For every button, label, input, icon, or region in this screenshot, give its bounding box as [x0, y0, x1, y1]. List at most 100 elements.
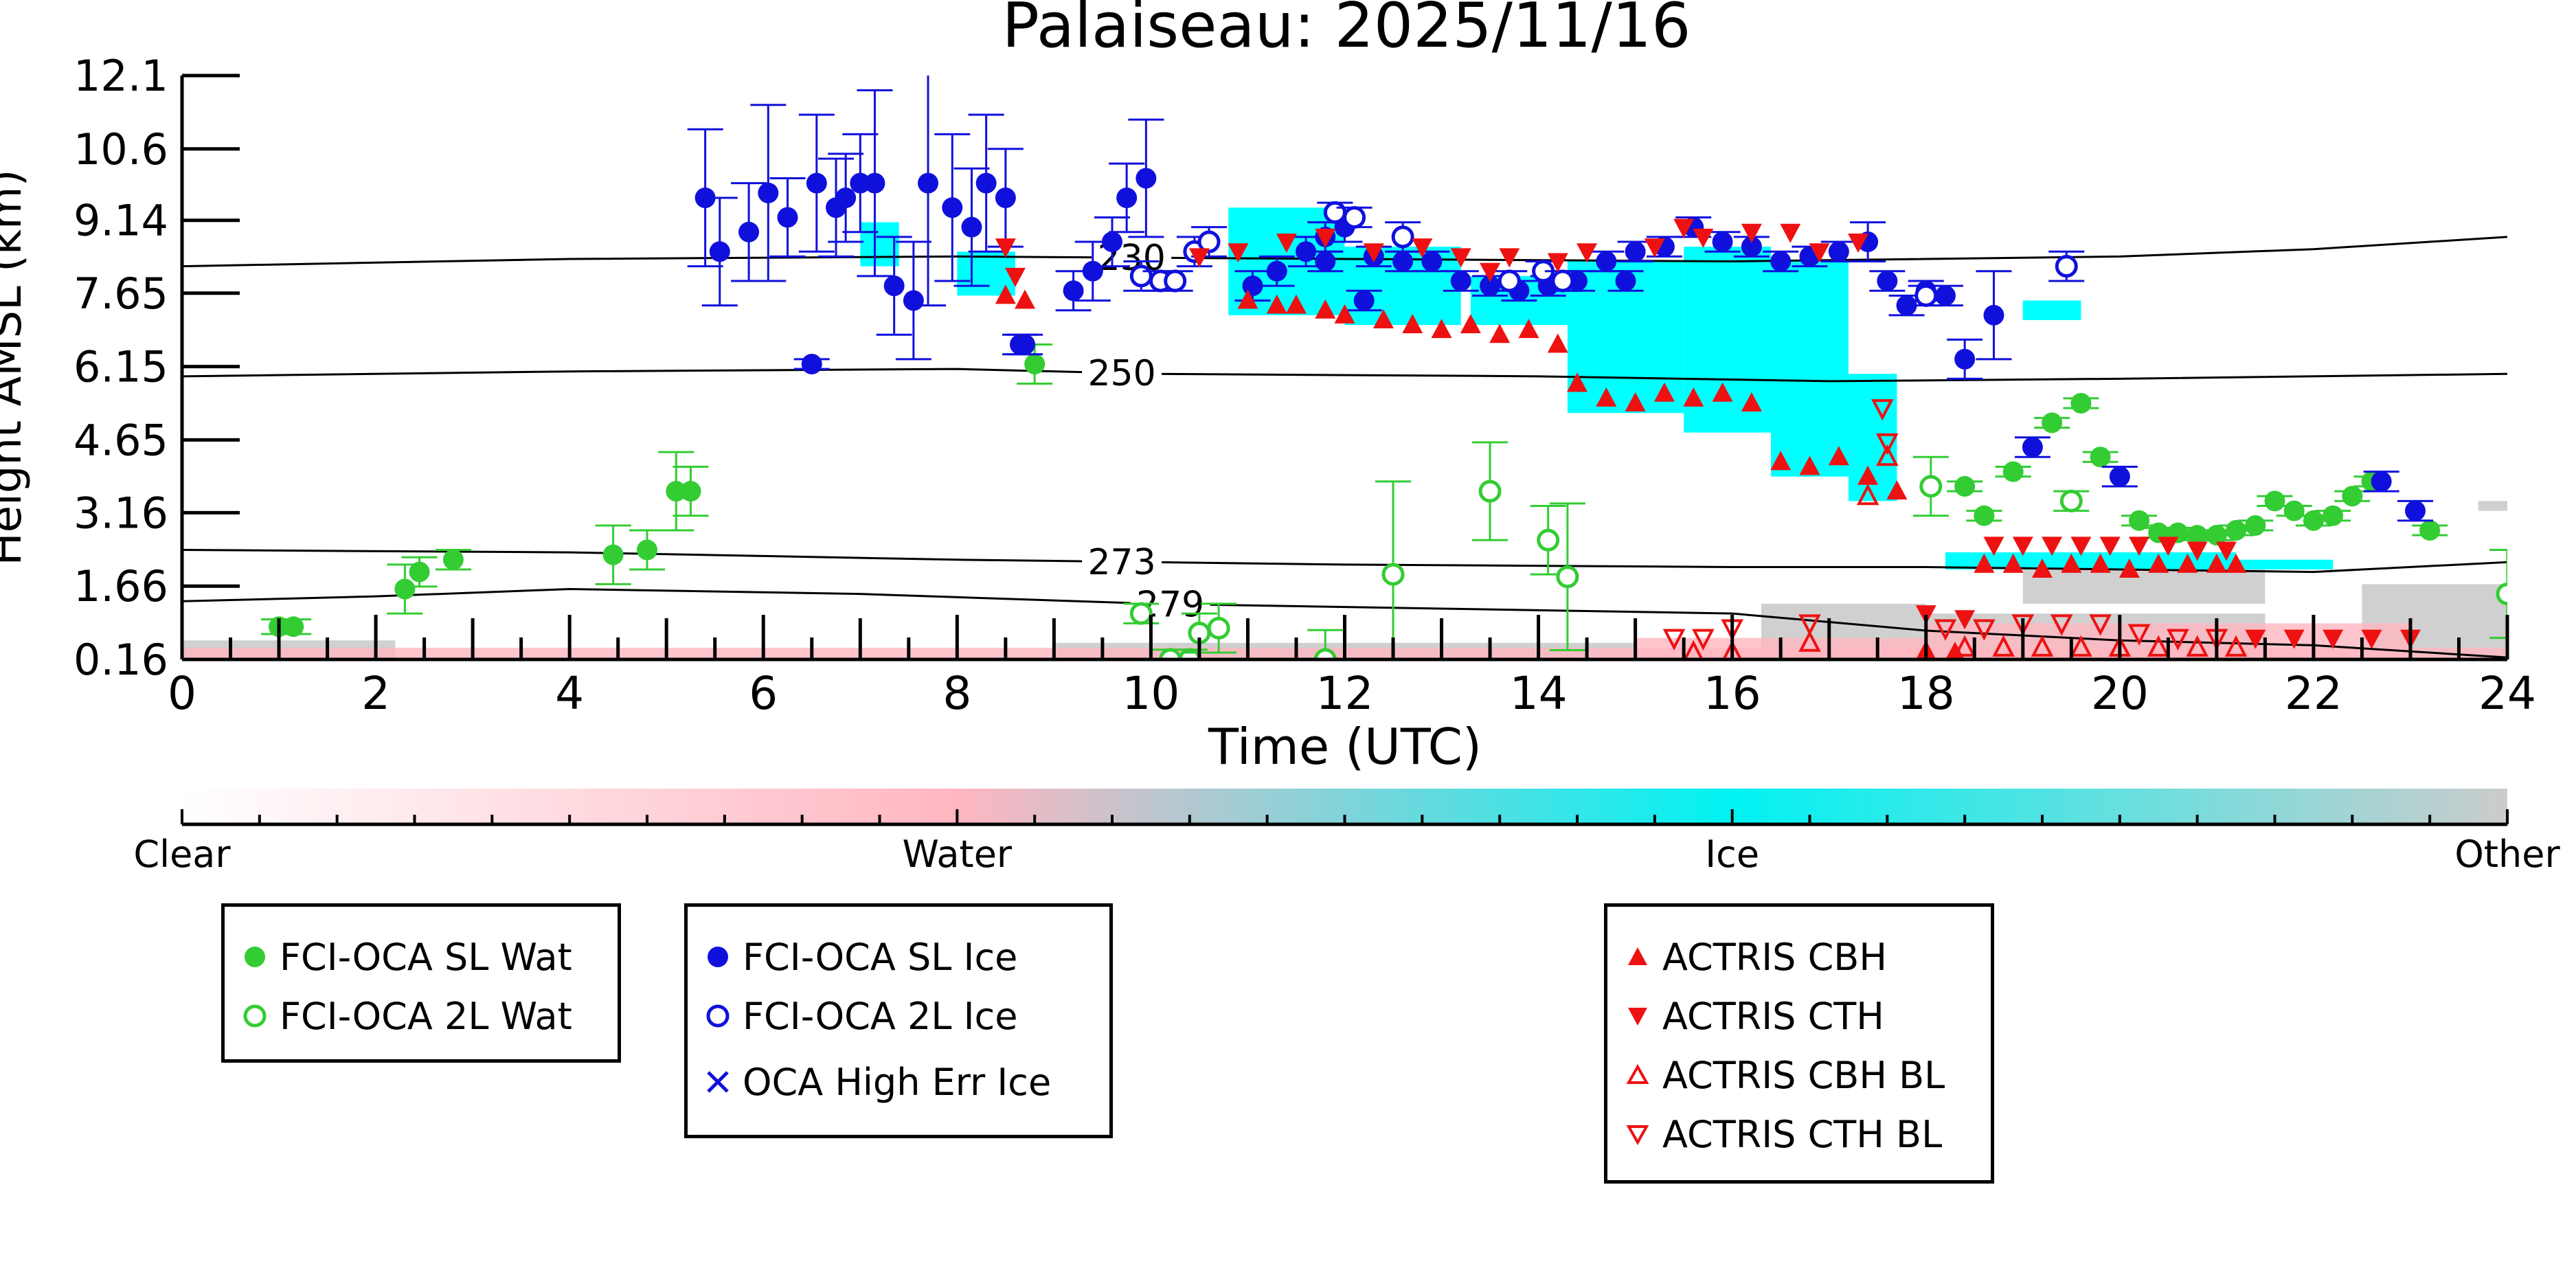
legend-actris: ACTRIS CBH ACTRIS CTH ACTRIS CBH BL ACTR…	[1604, 903, 1994, 1184]
y-tick-label: 0.16	[74, 635, 168, 685]
data-point	[1741, 236, 1762, 258]
data-point	[2147, 635, 2170, 657]
legend-entry-2l-ice: FCI-OCA 2L Ice	[688, 992, 1017, 1040]
data-point	[602, 544, 624, 565]
triangle-down-icon	[1628, 1008, 1647, 1026]
legend-label: ACTRIS CTH	[1662, 994, 1884, 1038]
data-point	[2070, 392, 2092, 414]
data-point	[1315, 228, 1336, 248]
data-point	[1770, 451, 1792, 471]
data-point	[1063, 280, 1084, 302]
data-point	[1450, 270, 1471, 291]
data-point	[2099, 536, 2121, 556]
legend-entry-sl-wat: FCI-OCA SL Wat	[225, 933, 572, 981]
data-point	[1934, 619, 1957, 641]
isotherm-line	[182, 587, 2507, 659]
legend-entry-cbh-bl: ACTRIS CBH BL	[1607, 1051, 1945, 1099]
data-point	[1886, 480, 1908, 500]
data-point	[1809, 243, 1830, 263]
data-point	[1266, 294, 1287, 314]
data-point	[1499, 248, 1520, 268]
other-mask-region	[2478, 501, 2507, 511]
data-point	[2226, 520, 2247, 541]
data-point	[1856, 483, 1879, 506]
data-point	[1334, 304, 1355, 324]
x-tick-label: 6	[749, 667, 778, 720]
data-point	[1188, 248, 1210, 268]
data-point	[2129, 510, 2150, 531]
isotherm-label-bg	[1082, 543, 1162, 580]
data-point	[2342, 486, 2363, 507]
data-point	[2148, 553, 2169, 573]
x-tick-label: 22	[2285, 667, 2342, 720]
data-point	[2031, 635, 2054, 657]
data-point	[942, 197, 963, 218]
data-point	[1983, 536, 2004, 556]
data-point	[637, 539, 657, 561]
data-point	[1596, 387, 1617, 407]
data-point	[1159, 648, 1182, 659]
x-tick-label: 16	[1704, 667, 1761, 720]
data-point	[1480, 262, 1501, 282]
data-point	[1712, 382, 1733, 402]
data-point	[1276, 234, 1297, 253]
data-point	[2496, 583, 2507, 606]
data-point	[1116, 187, 1138, 208]
data-point	[1693, 228, 1714, 248]
data-point	[850, 172, 871, 194]
data-point	[1164, 269, 1187, 293]
data-point	[1828, 241, 1849, 262]
data-point	[1323, 201, 1346, 224]
data-point	[1353, 290, 1375, 311]
x-tick-label: 0	[168, 667, 196, 720]
data-point	[1992, 635, 2015, 657]
data-point	[2361, 629, 2382, 649]
filled-circle-icon	[245, 947, 265, 967]
ice-mask-region	[2022, 300, 2081, 320]
open-circle-icon	[706, 1004, 730, 1028]
data-point	[1798, 630, 1821, 652]
data-point	[1391, 225, 1414, 249]
data-point	[801, 354, 822, 375]
data-point	[1129, 602, 1153, 625]
y-tick-label: 7.65	[74, 269, 168, 319]
data-point	[738, 221, 760, 242]
data-point	[903, 290, 924, 311]
data-point	[1381, 563, 1405, 586]
legend-entry-cbh: ACTRIS CBH	[1607, 933, 1887, 981]
data-point	[1567, 372, 1588, 392]
data-point	[975, 172, 997, 194]
data-point	[409, 561, 430, 583]
data-point	[1799, 455, 1820, 475]
data-point	[2323, 505, 2344, 526]
y-tick-label: 9.14	[74, 196, 168, 246]
isotherm-label-bg	[1082, 355, 1162, 392]
legend-label: FCI-OCA 2L Wat	[280, 994, 572, 1038]
data-point	[1683, 640, 1704, 659]
data-point	[1692, 629, 1715, 651]
data-point	[666, 481, 687, 502]
data-point	[2070, 635, 2092, 657]
data-point	[2177, 553, 2198, 573]
legend-label: ACTRIS CBH	[1662, 935, 1887, 979]
data-point	[2405, 500, 2426, 521]
isotherm-line	[182, 368, 2507, 383]
y-tick-label: 10.6	[74, 124, 168, 174]
colorbar-label: Other	[2454, 833, 2560, 876]
data-point	[1741, 223, 1762, 243]
data-point	[1266, 260, 1287, 282]
colorbar-label: Clear	[133, 833, 231, 876]
data-point	[1402, 314, 1423, 334]
data-point	[1662, 629, 1686, 651]
data-point	[1683, 387, 1704, 407]
data-point	[1228, 243, 1249, 263]
data-point	[1102, 231, 1122, 253]
data-point	[995, 284, 1016, 304]
data-point	[1798, 614, 1821, 636]
data-point	[1315, 299, 1336, 319]
data-point	[2061, 553, 2082, 573]
colorbar-label: Ice	[1705, 833, 1759, 876]
x-tick-label: 8	[942, 667, 971, 720]
data-point	[2070, 536, 2092, 556]
